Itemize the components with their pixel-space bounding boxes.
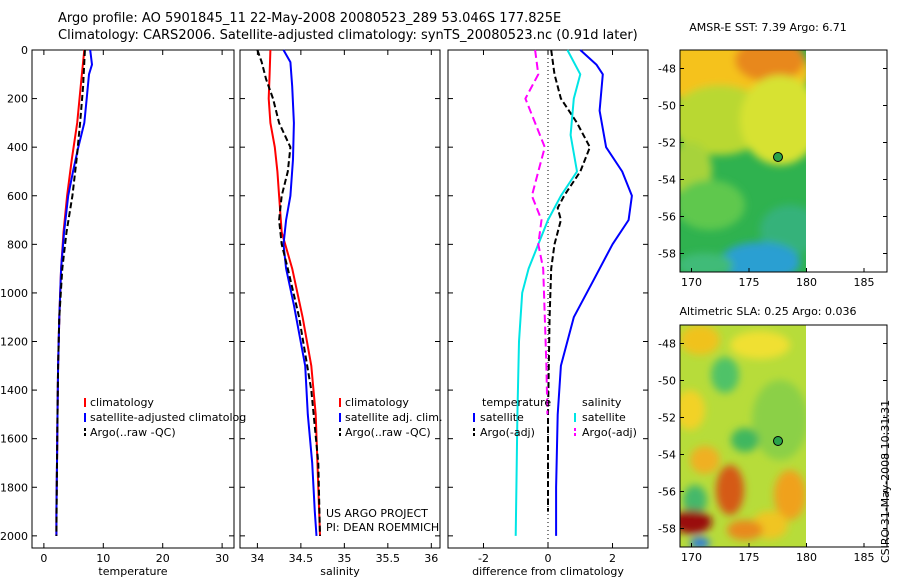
figure-title-line-1: Argo profile: AO 5901845_11 22-May-2008 … [58,11,562,26]
map-x-tick-label: 180 [796,551,817,564]
map-y-tick-label: -52 [658,137,676,150]
x-tick-label: 20 [156,552,170,565]
map-y-tick-label: -56 [658,211,676,224]
legend-temp-satellite-label: satellite [480,411,524,424]
map-x-tick-label: 170 [681,276,702,289]
plot-frame [239,49,441,549]
x-tick-label: 0 [40,552,47,565]
legend-salinity-title: salinity [582,396,622,409]
map-x-tick-label: 170 [681,551,702,564]
legend-temperature-title: temperature [482,396,551,409]
series-line-temperature-argo-adj- [547,49,591,512]
y-tick-label: 400 [7,141,28,154]
map-y-tick-label: -50 [658,375,676,388]
map-y-tick-label: -58 [658,523,676,536]
series-line-argo-raw-qc- [55,49,86,536]
sst-field [680,50,806,272]
series-line-argo-raw-qc- [256,49,321,536]
temperature-legend: climatology satellite-adjusted climatolo… [84,396,246,439]
map-y-tick-label: -56 [658,486,676,499]
x-tick-label: 0 [545,552,552,565]
x-tick-label: 35 [337,552,351,565]
x-tick-label: 35.5 [376,552,401,565]
map-x-tick-label: 175 [739,276,760,289]
legend-satellite-label: satellite adj. clim. [345,411,442,424]
legend-argo-label: Argo(..raw -QC) [345,426,431,439]
map-y-tick-label: -54 [658,174,676,187]
sla-map-axes: 170 175 180 185 -48 -50 -52 -54 -56 -58 [658,338,887,564]
sst-map-title: AMSR-E SST: 7.39 Argo: 6.71 [689,21,847,34]
y-tick-label: 1200 [0,336,28,349]
x-tick-label: 30 [215,552,229,565]
series-line-salinity-argo-adj- [524,49,549,415]
map-x-tick-label: 185 [854,276,875,289]
map-x-tick-label: 185 [854,551,875,564]
x-tick-label: 34.5 [289,552,314,565]
temperature-panel: 0 10 20 30 temperature 0 200 400 600 800 1000 1200 1… [0,44,235,578]
map-y-tick-label: -48 [658,63,676,76]
salinity-panel: 34 34.5 35 35.5 36 salinity [239,49,441,578]
x-tick-label: -2 [478,552,489,565]
x-axis-label: difference from climatology [472,565,624,578]
map-y-tick-label: -58 [658,248,676,261]
x-tick-label: 2 [609,552,616,565]
x-tick-label: 34 [250,552,264,565]
sst-argo-marker [773,152,783,162]
legend-temp-argo-label: Argo(-adj) [480,426,535,439]
y-tick-label: 800 [7,238,28,251]
series-line-temperature-satellite [555,49,633,536]
sla-map-title: Altimetric SLA: 0.25 Argo: 0.036 [679,305,856,318]
timestamp-stamp: CSIRO 31-May-2008 10:31:31 [879,400,892,563]
x-axis-label: salinity [320,565,360,578]
map-y-tick-label: -54 [658,449,676,462]
map-y-tick-label: -52 [658,412,676,425]
salinity-legend: climatology satellite adj. clim. Argo(..… [339,396,442,439]
plot-frame [31,49,235,549]
x-tick-label: 36 [424,552,438,565]
y-tick-label: 1600 [0,433,28,446]
legend-climatology-label: climatology [345,396,409,409]
series-line-salinity-satellite [514,49,582,536]
legend-sal-satellite-label: satellite [582,411,626,424]
y-tick-label: 200 [7,93,28,106]
legend-satellite-label: satellite-adjusted climatolog [90,411,246,424]
sst-map [679,49,888,273]
difference-legend: temperature salinity satellite Argo(-adj… [473,396,637,439]
pi-credit: PI: DEAN ROEMMICH [326,521,439,534]
series-line-satellite-adj-clim- [282,49,318,536]
x-tick-label: 10 [96,552,110,565]
y-tick-label: 2000 [0,530,28,543]
sla-field [680,325,806,547]
x-axis-label: temperature [98,565,167,578]
map-x-tick-label: 175 [739,551,760,564]
sla-argo-marker [773,436,783,446]
y-tick-label: 600 [7,190,28,203]
sla-map [679,324,888,548]
map-y-tick-label: -48 [658,338,676,351]
series-line-climatology [267,49,321,536]
legend-argo-label: Argo(..raw -QC) [90,426,176,439]
project-credit: US ARGO PROJECT [326,507,428,520]
y-tick-label: 1000 [0,287,28,300]
y-tick-label: 1800 [0,481,28,494]
legend-climatology-label: climatology [90,396,154,409]
figure-title-line-2: Climatology: CARS2006. Satellite-adjuste… [58,28,638,43]
y-tick-label: 0 [21,44,28,57]
map-y-tick-label: -50 [658,100,676,113]
y-tick-label: 1400 [0,384,28,397]
legend-sal-argo-label: Argo(-adj) [582,426,637,439]
map-x-tick-label: 180 [796,276,817,289]
sst-map-axes: 170 175 180 185 -48 -50 -52 -54 -56 -58 [658,63,887,289]
